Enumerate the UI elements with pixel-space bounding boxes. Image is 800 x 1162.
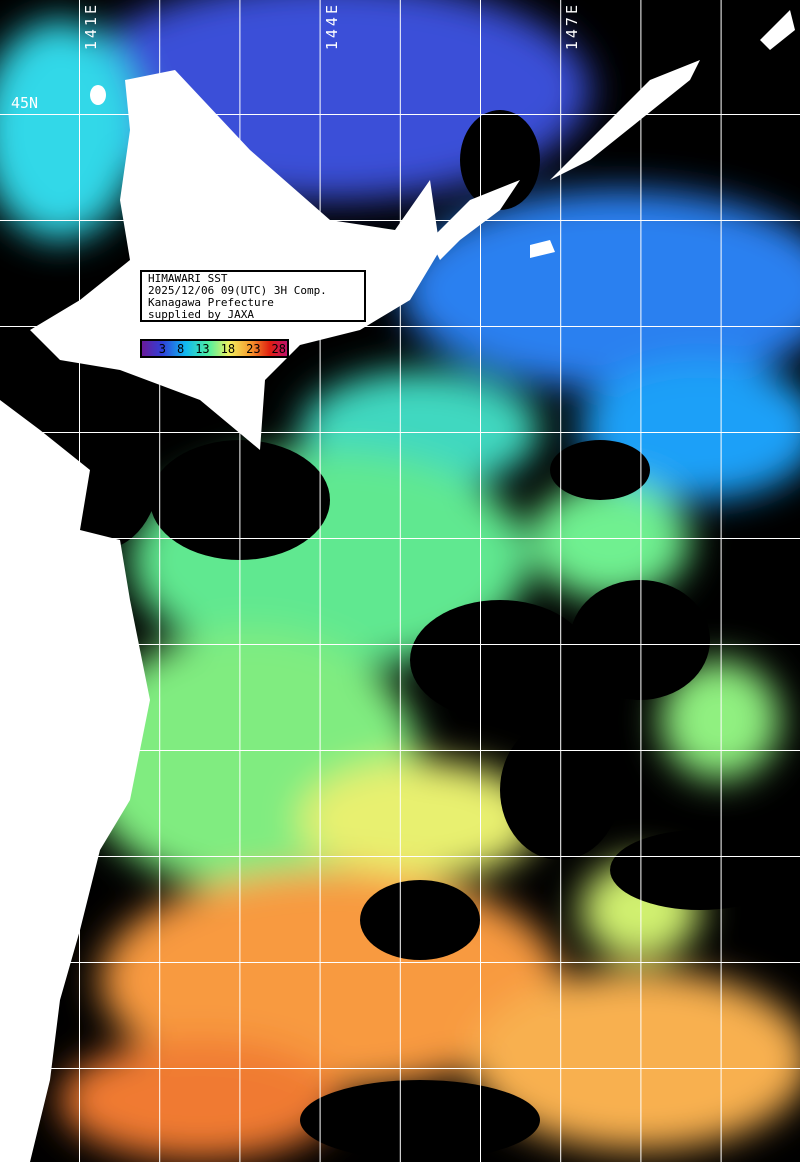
colorbar-tick: 18 [220, 341, 236, 356]
lat-label-45n: 45N [11, 94, 39, 112]
title-line: HIMAWARI SST [148, 272, 228, 285]
colorbar-tick: 8 [176, 341, 185, 356]
land [0, 10, 795, 1162]
lon-label-147e: 147E [563, 2, 581, 51]
provider-line: Kanagawa Prefecture [148, 296, 274, 309]
source-line: supplied by JAXA [148, 308, 254, 321]
lon-label-144e: 144E [323, 2, 341, 51]
colorbar-tick: 3 [158, 341, 166, 356]
datetime-line: 2025/12/06 09(UTC) 3H Comp. [148, 284, 327, 297]
colorbar-legend: 3 8 13 18 23 28 [140, 339, 289, 358]
colorbar-tick: 28 [271, 341, 286, 356]
lon-label-141e: 141E [82, 2, 100, 51]
colorbar-tick: 23 [246, 341, 261, 356]
title-box: HIMAWARI SST 2025/12/06 09(UTC) 3H Comp.… [140, 270, 366, 322]
colorbar-tick: 13 [195, 341, 210, 356]
